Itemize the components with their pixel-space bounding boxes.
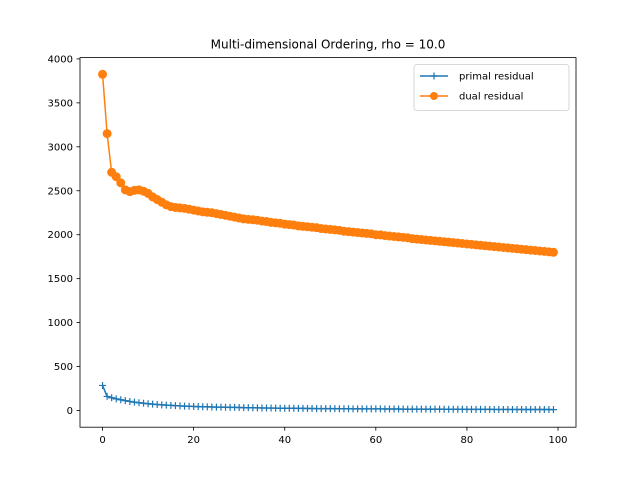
plot-area — [80, 57, 576, 428]
data-point — [98, 69, 108, 79]
series-layer — [98, 69, 558, 414]
y-tick-label: 1500 — [48, 274, 73, 285]
legend-item: primal residual — [420, 72, 534, 83]
data-point — [102, 129, 112, 139]
x-tick-label: 100 — [548, 435, 567, 446]
y-tick-label: 3500 — [48, 98, 73, 109]
data-point — [548, 247, 558, 257]
data-point — [130, 398, 138, 406]
data-point — [108, 394, 116, 402]
series-dual-residual — [98, 69, 558, 257]
series-primal-residual — [99, 381, 557, 414]
legend: primal residual dual residual — [413, 64, 570, 111]
legend-marker — [430, 72, 438, 80]
x-tick-label: 0 — [99, 435, 105, 446]
data-point — [112, 395, 120, 403]
y-tick-label: 3000 — [48, 142, 73, 153]
data-point — [116, 178, 126, 188]
y-tick-label: 0 — [67, 406, 73, 417]
axes-layer: 0 20 40 60 80 1000500100015002000250030003500… — [48, 54, 577, 446]
y-tick-label: 4000 — [48, 54, 73, 65]
y-tick-label: 500 — [54, 362, 73, 373]
data-point — [121, 397, 129, 405]
chart-title: Multi-dimensional Ordering, rho = 10.0 — [211, 38, 446, 52]
data-point — [99, 381, 107, 389]
y-tick-label: 2500 — [48, 186, 73, 197]
data-point — [549, 406, 557, 414]
data-point — [117, 396, 125, 404]
x-tick-label: 20 — [187, 435, 200, 446]
legend-marker — [430, 92, 438, 100]
legend-item: dual residual — [420, 92, 523, 103]
axes-frame — [79, 57, 577, 428]
data-point — [126, 397, 134, 405]
legend-label: dual residual — [459, 92, 523, 103]
data-point — [103, 392, 111, 400]
y-tick-label: 2000 — [48, 230, 73, 241]
x-tick-label: 60 — [369, 435, 382, 446]
data-point — [111, 172, 121, 182]
x-tick-label: 40 — [278, 435, 291, 446]
legend-box — [413, 64, 570, 111]
legend-label: primal residual — [459, 72, 534, 83]
y-tick-label: 1000 — [48, 318, 73, 329]
x-tick-label: 80 — [461, 435, 474, 446]
plot-background — [80, 57, 576, 428]
